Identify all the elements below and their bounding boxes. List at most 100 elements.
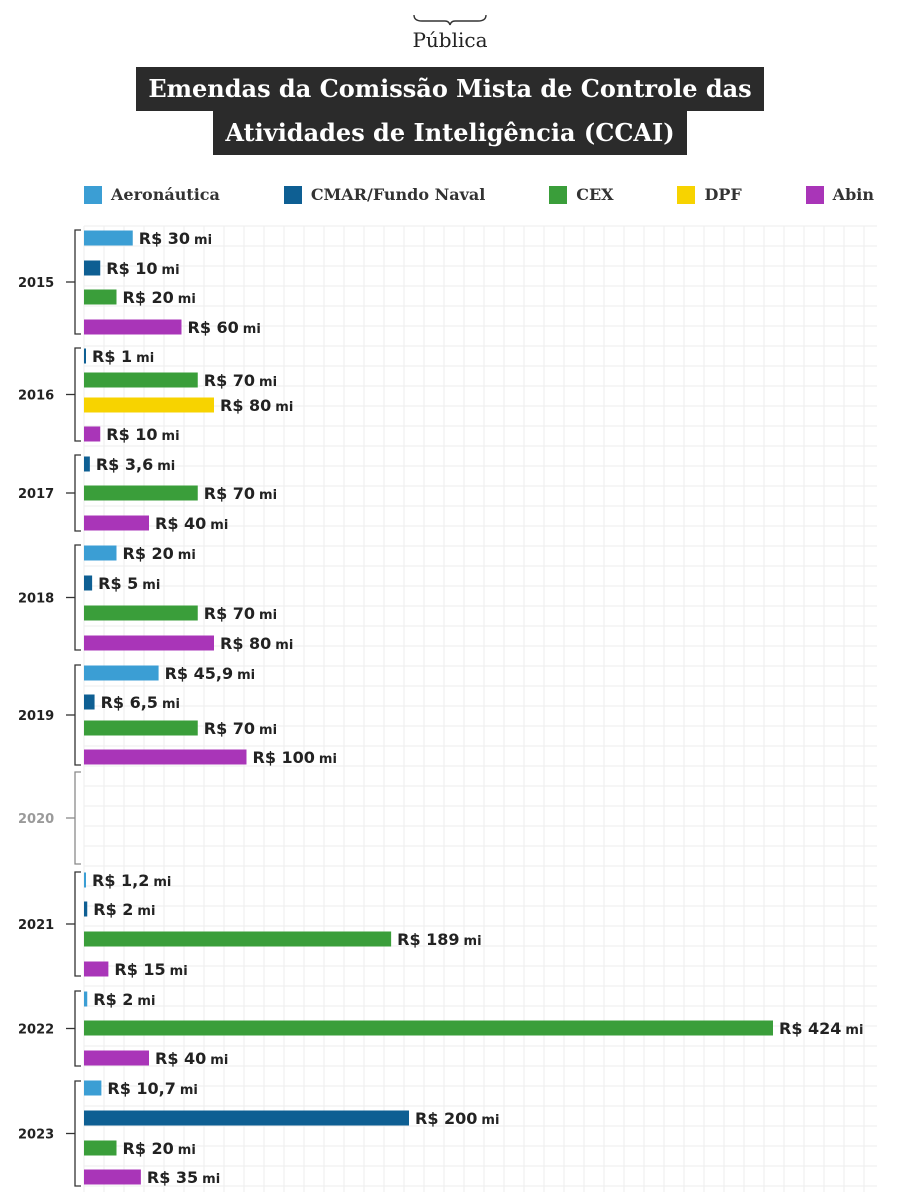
bar-value-label: R$ 20 mi xyxy=(123,288,196,307)
bar-aeron-utica xyxy=(84,230,133,246)
year-label: 2016 xyxy=(18,389,54,404)
chart-title-line-1: Emendas da Comissão Mista de Controle da… xyxy=(136,67,764,111)
year-bracket xyxy=(74,871,81,977)
bar-cex xyxy=(84,372,198,388)
year-bracket xyxy=(74,664,81,766)
bar-cmar-fundo-naval xyxy=(84,694,95,710)
bar-cex xyxy=(84,720,198,736)
legend-item-aeronautica: Aeronáutica xyxy=(84,185,220,204)
bar-value-label: R$ 80 mi xyxy=(220,634,293,653)
bar-abin xyxy=(84,515,149,531)
bar-value-label: R$ 30 mi xyxy=(139,229,212,248)
year-bracket xyxy=(74,347,81,442)
bar-cmar-fundo-naval xyxy=(84,260,101,276)
brand-name: Pública xyxy=(412,28,488,52)
bar-value-label: R$ 35 mi xyxy=(147,1168,220,1187)
bar-value-label: R$ 20 mi xyxy=(123,1139,196,1158)
bar-value-label: R$ 1,2 mi xyxy=(92,871,171,890)
year-bracket xyxy=(74,229,81,335)
bar-aeron-utica xyxy=(84,872,86,888)
year-group-2018: 2018 R$ 20 mi R$ 5 mi R$ 70 mi R$ 80 mi xyxy=(18,544,293,653)
chart-title-line-2: Atividades de Inteligência (CCAI) xyxy=(213,111,687,155)
year-bracket xyxy=(74,544,81,651)
legend-swatch xyxy=(549,185,568,204)
year-group-2022: 2022 R$ 2 mi R$ 424 mi R$ 40 mi xyxy=(18,990,863,1068)
legend-item-dpf: DPF xyxy=(677,185,742,204)
year-label: 2021 xyxy=(18,918,54,933)
legend-item-abin: Abin xyxy=(805,185,874,204)
bar-value-label: R$ 2 mi xyxy=(93,900,155,919)
bar-cex xyxy=(84,605,198,621)
year-group-2015: 2015 R$ 30 mi R$ 10 mi R$ 20 mi R$ 60 mi xyxy=(18,229,261,337)
bar-value-label: R$ 3,6 mi xyxy=(96,455,175,474)
bar-value-label: R$ 189 mi xyxy=(397,930,481,949)
bar-value-label: R$ 70 mi xyxy=(204,484,277,503)
year-label: 2022 xyxy=(18,1023,54,1038)
legend-swatch xyxy=(677,185,696,204)
bar-cex xyxy=(84,931,392,947)
bar-cex xyxy=(84,485,198,501)
bar-value-label: R$ 40 mi xyxy=(155,514,228,533)
bar-dpf xyxy=(84,397,214,413)
bar-cmar-fundo-naval xyxy=(84,348,86,364)
chart-title: Emendas da Comissão Mista de Controle da… xyxy=(0,67,900,155)
legend-swatch xyxy=(84,185,102,204)
bar-abin xyxy=(84,319,182,335)
bar-value-label: R$ 5 mi xyxy=(98,574,160,593)
legend-item-cex: CEX xyxy=(549,185,614,204)
bar-value-label: R$ 200 mi xyxy=(415,1109,499,1128)
bar-aeron-utica xyxy=(84,991,88,1007)
bar-cex xyxy=(84,1140,117,1156)
bar-abin xyxy=(84,1050,149,1066)
bar-cex xyxy=(84,289,117,305)
bar-value-label: R$ 15 mi xyxy=(114,960,187,979)
publica-logo: Pública xyxy=(0,14,900,52)
year-group-2016: 2016 R$ 1 mi R$ 70 mi R$ 80 mi R$ 10 mi xyxy=(18,347,293,444)
bar-value-label: R$ 2 mi xyxy=(93,990,155,1009)
year-label: 2019 xyxy=(18,709,54,724)
legend-label: CMAR/Fundo Naval xyxy=(310,185,486,204)
year-bracket xyxy=(74,454,81,532)
bar-abin xyxy=(84,749,247,765)
bar-abin xyxy=(84,1169,141,1185)
bar-cmar-fundo-naval xyxy=(84,1110,409,1126)
chart-legend: Aeronáutica CMAR/Fundo Naval CEX DPF Abi… xyxy=(84,185,874,204)
bar-value-label: R$ 20 mi xyxy=(123,544,196,563)
bar-aeron-utica xyxy=(84,1080,102,1096)
year-group-2023: 2023 R$ 10,7 mi R$ 200 mi R$ 20 mi R$ 35 mi xyxy=(18,1079,499,1187)
year-bracket xyxy=(74,771,81,865)
bar-value-label: R$ 70 mi xyxy=(204,604,277,623)
bar-aeron-utica xyxy=(84,665,159,681)
bar-value-label: R$ 70 mi xyxy=(204,719,277,738)
bar-value-label: R$ 80 mi xyxy=(220,396,293,415)
bar-value-label: R$ 60 mi xyxy=(188,318,261,337)
bar-value-label: R$ 45,9 mi xyxy=(165,664,256,683)
bar-value-label: R$ 6,5 mi xyxy=(101,693,180,712)
bar-value-label: R$ 1 mi xyxy=(92,347,154,366)
bar-value-label: R$ 40 mi xyxy=(155,1049,228,1068)
bar-value-label: R$ 10,7 mi xyxy=(107,1079,198,1098)
bar-value-label: R$ 10 mi xyxy=(106,425,179,444)
year-group-2020: 2020 xyxy=(18,771,81,865)
year-bracket xyxy=(74,990,81,1067)
bar-value-label: R$ 10 mi xyxy=(106,259,179,278)
year-label: 2023 xyxy=(18,1128,54,1143)
bar-aeron-utica xyxy=(84,545,117,561)
legend-label: Aeronáutica xyxy=(111,185,220,204)
bar-abin xyxy=(84,961,109,977)
bar-value-label: R$ 100 mi xyxy=(253,748,337,767)
year-label: 2020 xyxy=(18,812,54,827)
legend-item-cmar: CMAR/Fundo Naval xyxy=(283,185,486,204)
year-group-2019: 2019 R$ 45,9 mi R$ 6,5 mi R$ 70 mi R$ 100 mi xyxy=(18,664,337,767)
year-label: 2018 xyxy=(18,592,54,607)
logo-brace-icon xyxy=(413,14,487,26)
year-group-2017: 2017 R$ 3,6 mi R$ 70 mi R$ 40 mi xyxy=(18,454,277,533)
bar-cex xyxy=(84,1020,773,1036)
bar-cmar-fundo-naval xyxy=(84,901,88,917)
year-label: 2015 xyxy=(18,276,54,291)
bar-abin xyxy=(84,635,214,651)
legend-label: CEX xyxy=(576,185,614,204)
bar-cmar-fundo-naval xyxy=(84,456,90,472)
legend-swatch xyxy=(283,185,302,204)
